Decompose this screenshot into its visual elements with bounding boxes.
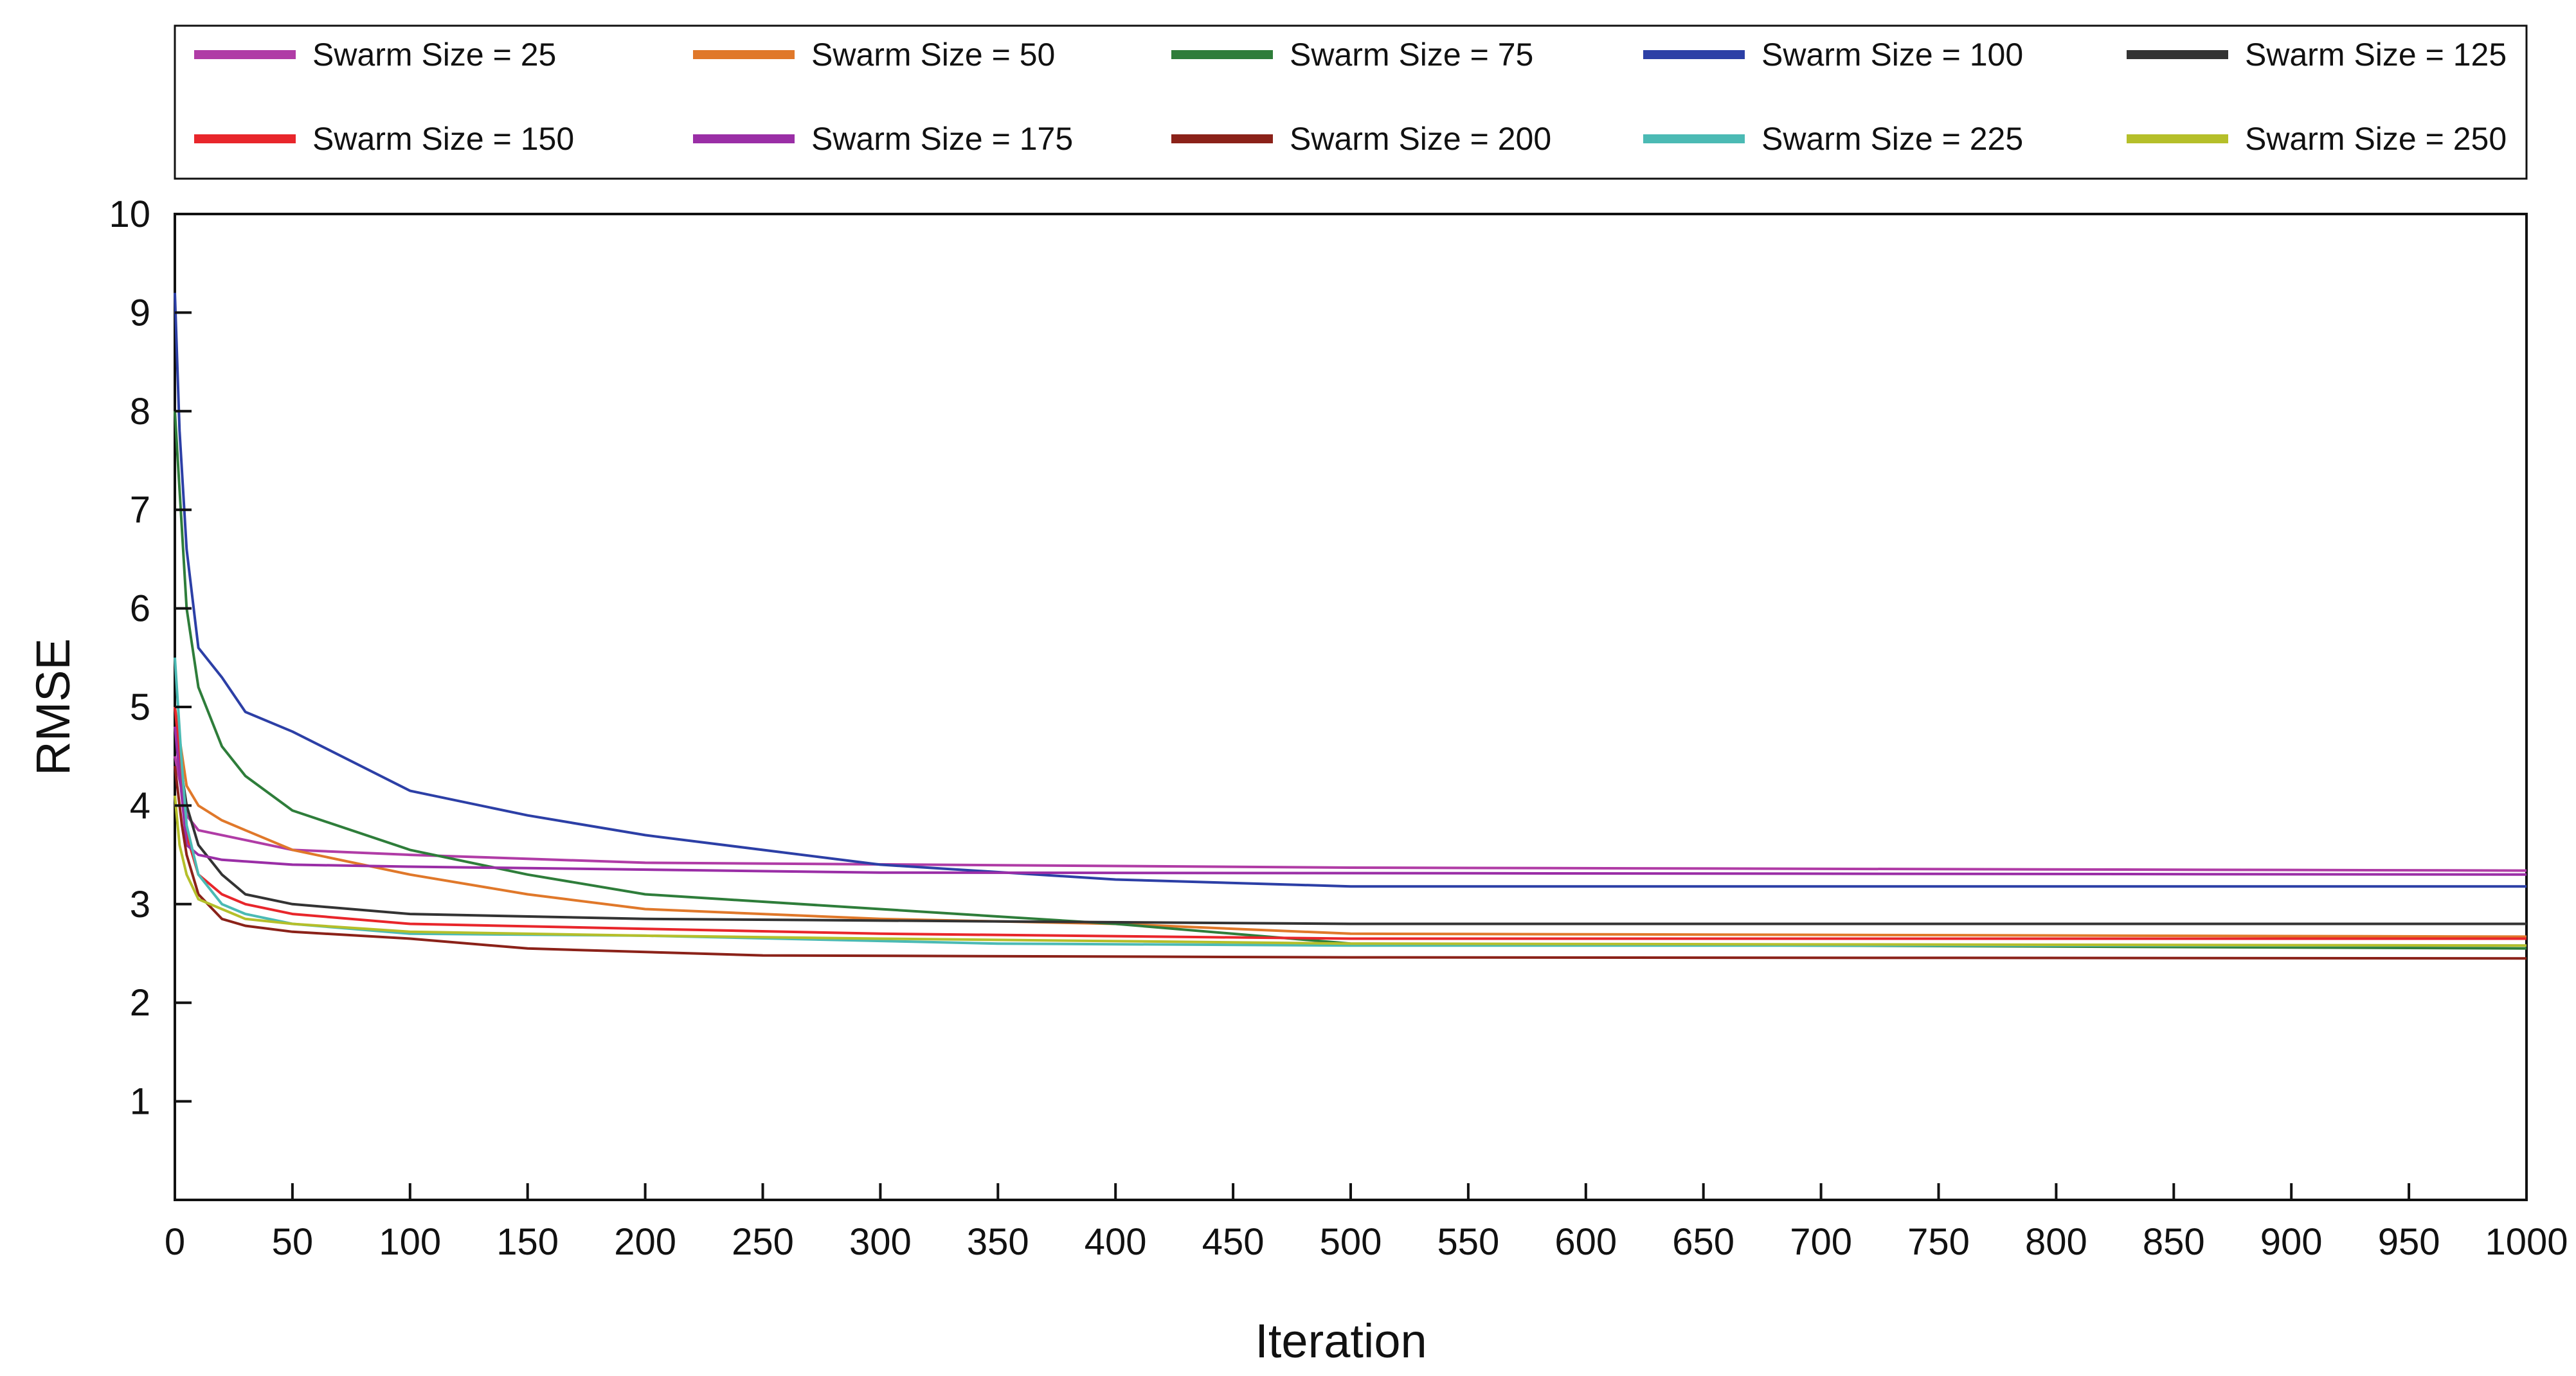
x-tick-label: 700 [1790, 1221, 1852, 1263]
x-tick-label: 600 [1554, 1221, 1617, 1263]
legend-label: Swarm Size = 25 [312, 37, 556, 73]
series-line-8 [174, 657, 2526, 947]
y-tick-label: 3 [130, 884, 150, 925]
x-tick-label: 450 [1202, 1221, 1265, 1263]
legend-label: Swarm Size = 225 [1761, 121, 2023, 157]
series-line-6 [174, 726, 2527, 876]
x-tick-label: 800 [2025, 1221, 2087, 1263]
series-lines [174, 292, 2527, 960]
y-tick-label: 5 [130, 686, 150, 728]
x-tick-label: 100 [379, 1221, 441, 1263]
x-tick-label: 500 [1320, 1221, 1382, 1263]
legend: Swarm Size = 25 Swarm Size = 50 Swarm Size… [194, 37, 2507, 157]
x-tick-label: 300 [849, 1221, 912, 1263]
legend-label: Swarm Size = 50 [811, 37, 1055, 73]
legend-label: Swarm Size = 175 [811, 121, 1073, 157]
series-line-4 [174, 726, 2526, 925]
y-tick-label: 4 [130, 785, 150, 826]
x-tick-label: 250 [732, 1221, 794, 1263]
legend-label: Swarm Size = 200 [1290, 121, 1551, 157]
legend-label: Swarm Size = 250 [2245, 121, 2507, 157]
y-tick-label: 1 [130, 1081, 150, 1123]
legend-label: Swarm Size = 75 [1290, 37, 1533, 73]
x-tick-label: 1000 [2485, 1221, 2568, 1263]
x-tick-label: 650 [1672, 1221, 1734, 1263]
x-tick-label: 950 [2378, 1221, 2440, 1263]
y-tick-label: 8 [130, 391, 150, 433]
series-line-3 [174, 292, 2526, 888]
x-tick-label: 400 [1085, 1221, 1147, 1263]
series-line-7 [174, 765, 2527, 960]
x-tick-label: 0 [165, 1221, 185, 1263]
legend-label: Swarm Size = 100 [1761, 37, 2023, 73]
x-axis-title: Iteration [1255, 1314, 1427, 1368]
x-tick-label: 900 [2260, 1221, 2323, 1263]
legend-label: Swarm Size = 125 [2245, 37, 2507, 73]
x-tick-label: 550 [1437, 1221, 1500, 1263]
y-tick-label: 2 [130, 982, 150, 1024]
y-tick-label: 6 [130, 588, 150, 630]
legend-label: Swarm Size = 150 [312, 121, 574, 157]
plot-area [174, 213, 2528, 1201]
y-axis-title: RMSE [26, 638, 80, 776]
x-tick-label: 850 [2143, 1221, 2205, 1263]
x-tick-label: 350 [967, 1221, 1029, 1263]
x-tick-label: 50 [272, 1221, 314, 1263]
x-tick-label: 200 [614, 1221, 676, 1263]
y-tick-label: 10 [109, 193, 150, 235]
series-line-9 [174, 795, 2527, 947]
y-tick-label: 9 [130, 292, 150, 334]
y-tick-label: 7 [130, 489, 150, 531]
x-tick-label: 150 [496, 1221, 559, 1263]
x-axis: 0 50 100 150 200 250 300 350 400 450 500 550 600 650 7… [165, 1183, 2568, 1263]
x-tick-label: 750 [1907, 1221, 1970, 1263]
y-axis: 1 2 3 4 5 6 7 8 9 10 [109, 193, 192, 1123]
